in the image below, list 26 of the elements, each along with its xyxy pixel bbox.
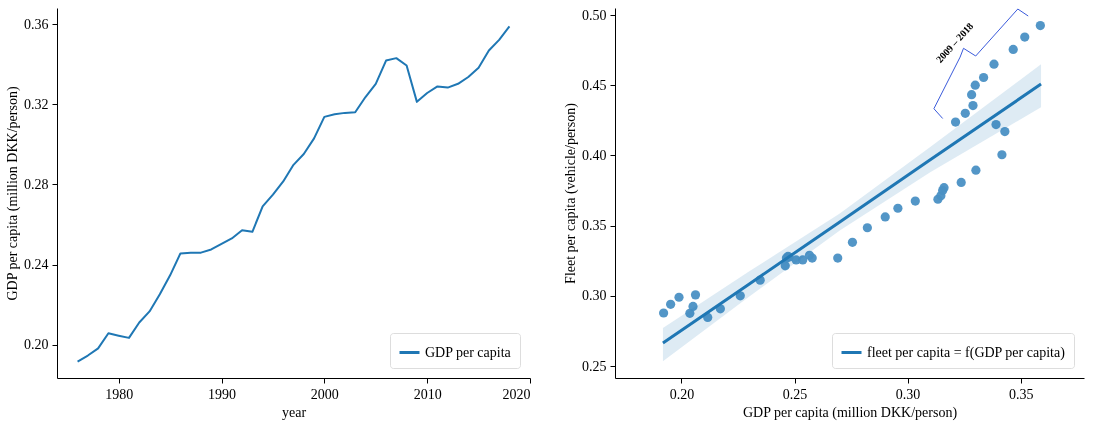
y-tick-label: 0.36 [24,16,49,32]
y-tick-label: 0.30 [582,288,607,304]
y-tick-label: 0.28 [24,176,49,192]
x-tick-label: 0.25 [782,386,808,402]
y-axis-title: GDP per capita (million DKK/person) [5,86,21,301]
y-tick-label: 0.24 [24,257,49,273]
legend-label: fleet per capita = f(GDP per capita) [867,344,1066,361]
x-tick-label: 1980 [105,386,134,402]
x-tick-label: 0.35 [1008,386,1034,402]
x-axis-title: GDP per capita (million DKK/person) [742,404,958,421]
y-tick-label: 0.50 [582,7,607,23]
y-tick-label: 0.20 [24,337,49,353]
x-tick-label: 0.30 [895,386,921,402]
y-tick-label: 0.32 [24,96,49,112]
x-tick-label: 1990 [208,386,237,402]
y-tick-label: 0.25 [582,358,607,374]
y-axis-title: Fleet per capita (vehicle/person) [563,102,579,284]
y-tick-label: 0.45 [582,77,607,93]
y-tick-label: 0.35 [582,218,607,234]
x-tick-label: 2020 [502,386,531,402]
legend-label: GDP per capita [425,344,512,360]
x-tick-label: 2000 [310,386,339,402]
x-tick-label: 2010 [413,386,442,402]
x-axis-title: year [281,404,307,420]
x-tick-label: 0.20 [669,386,695,402]
y-tick-label: 0.40 [582,147,607,163]
